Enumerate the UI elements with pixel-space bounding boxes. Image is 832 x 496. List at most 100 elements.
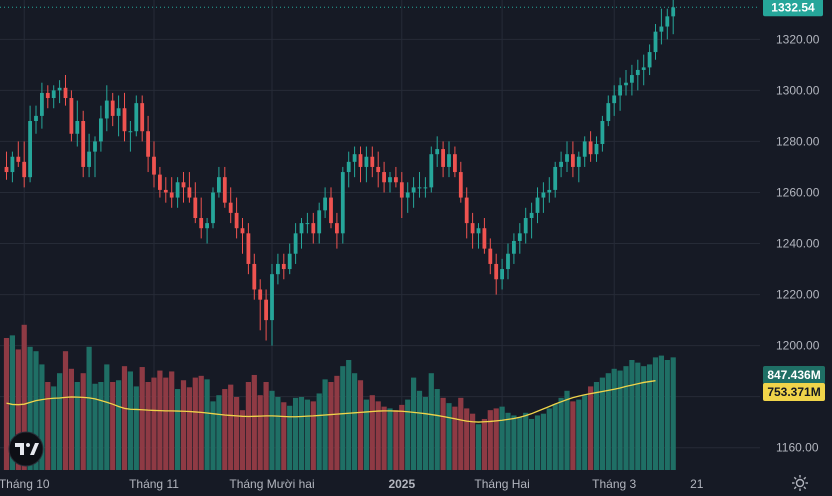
candle — [222, 166, 227, 208]
candle — [423, 177, 428, 198]
candle — [523, 207, 528, 244]
candle-body — [75, 121, 80, 134]
tradingview-logo[interactable] — [8, 431, 44, 467]
candle-body — [28, 121, 32, 178]
candle-body — [246, 233, 251, 264]
candle-body — [51, 90, 56, 99]
volume-bar — [275, 396, 281, 470]
volume-bar — [588, 386, 594, 470]
candle-body — [152, 156, 156, 175]
price-tick-label: 1220.00 — [776, 288, 820, 302]
candle — [335, 212, 339, 249]
candle — [87, 133, 91, 178]
volume-bar — [558, 397, 564, 470]
settings-gear-icon[interactable] — [792, 475, 808, 491]
candle-body — [423, 187, 428, 189]
candle — [99, 105, 103, 152]
candle — [211, 187, 215, 229]
candle — [494, 253, 499, 295]
volume-tag: 847.436M — [763, 366, 825, 384]
candle-body — [388, 177, 392, 183]
volume-bar — [416, 390, 423, 470]
candle-body — [376, 166, 381, 173]
volume-bar — [664, 360, 670, 470]
candle — [329, 187, 333, 229]
candle — [370, 146, 375, 178]
candle-body — [411, 187, 416, 193]
candle — [340, 166, 345, 244]
candle — [476, 223, 481, 249]
candle-body — [541, 192, 546, 198]
volume-bar — [464, 408, 470, 470]
candle-body — [405, 192, 410, 198]
candle — [553, 161, 558, 198]
candle — [399, 172, 404, 218]
volume-bar — [576, 399, 582, 470]
candle-body — [234, 212, 239, 229]
candle-body — [128, 131, 133, 133]
candle-body — [671, 7, 676, 17]
volume-bar — [304, 399, 310, 470]
volume-bar — [127, 371, 133, 470]
time-tick-label: Tháng Mười hai — [229, 477, 314, 491]
candle — [152, 141, 156, 188]
candle-body — [187, 187, 192, 198]
volume-ma-line — [6, 380, 656, 423]
candle-body — [447, 154, 451, 167]
candle — [311, 212, 316, 244]
candle-body — [488, 248, 493, 264]
candle-body — [199, 218, 204, 229]
volume-bar — [27, 346, 33, 470]
time-axis[interactable]: Tháng 10 Tháng 11 Tháng Mười hai 2025 Tháng … — [0, 477, 704, 491]
candle-body — [612, 95, 617, 104]
volume-bar — [357, 380, 364, 470]
volume-bar — [393, 410, 399, 470]
candle-body — [653, 31, 658, 53]
candle — [252, 253, 257, 300]
candle-body — [665, 16, 670, 27]
candle-body — [364, 156, 369, 167]
candle-body — [517, 233, 522, 241]
candle-body — [40, 92, 44, 116]
time-tick-label: 2025 — [388, 477, 415, 491]
volume-bar — [251, 374, 257, 470]
candle — [541, 182, 546, 213]
candle — [512, 233, 516, 264]
volume-bar — [434, 389, 440, 470]
candle-body — [264, 299, 268, 321]
volume-bar — [198, 375, 204, 470]
candle — [217, 166, 221, 198]
volume-bar — [269, 390, 275, 470]
candle-body — [163, 189, 168, 193]
candle — [671, 0, 676, 35]
volume-bar — [405, 399, 411, 470]
price-tick-label: 1300.00 — [776, 83, 820, 97]
last-price-label: 1332.54 — [771, 0, 815, 14]
candle — [529, 202, 534, 239]
volume-bar — [104, 364, 110, 470]
volume-bar — [239, 410, 246, 470]
volume-bar — [599, 377, 605, 470]
volume-bar — [552, 404, 558, 470]
volume-bar — [151, 377, 157, 470]
candle-body — [116, 108, 121, 116]
candle — [181, 172, 186, 203]
candle-body — [500, 269, 504, 280]
candle — [394, 166, 398, 188]
candle-body — [69, 98, 74, 134]
candle — [458, 161, 463, 203]
volume-bar — [228, 384, 234, 470]
candle-body — [429, 154, 434, 188]
candle — [435, 136, 440, 167]
candle — [28, 105, 32, 183]
volume-bar — [635, 362, 641, 470]
candle — [447, 141, 451, 178]
candle-body — [16, 156, 21, 162]
volume-ma-tag: 753.371M — [763, 383, 825, 401]
volume-bar — [446, 403, 452, 470]
volume-bar — [98, 382, 104, 470]
volume-bar — [328, 382, 334, 470]
candle — [163, 177, 168, 203]
candle — [441, 141, 445, 178]
